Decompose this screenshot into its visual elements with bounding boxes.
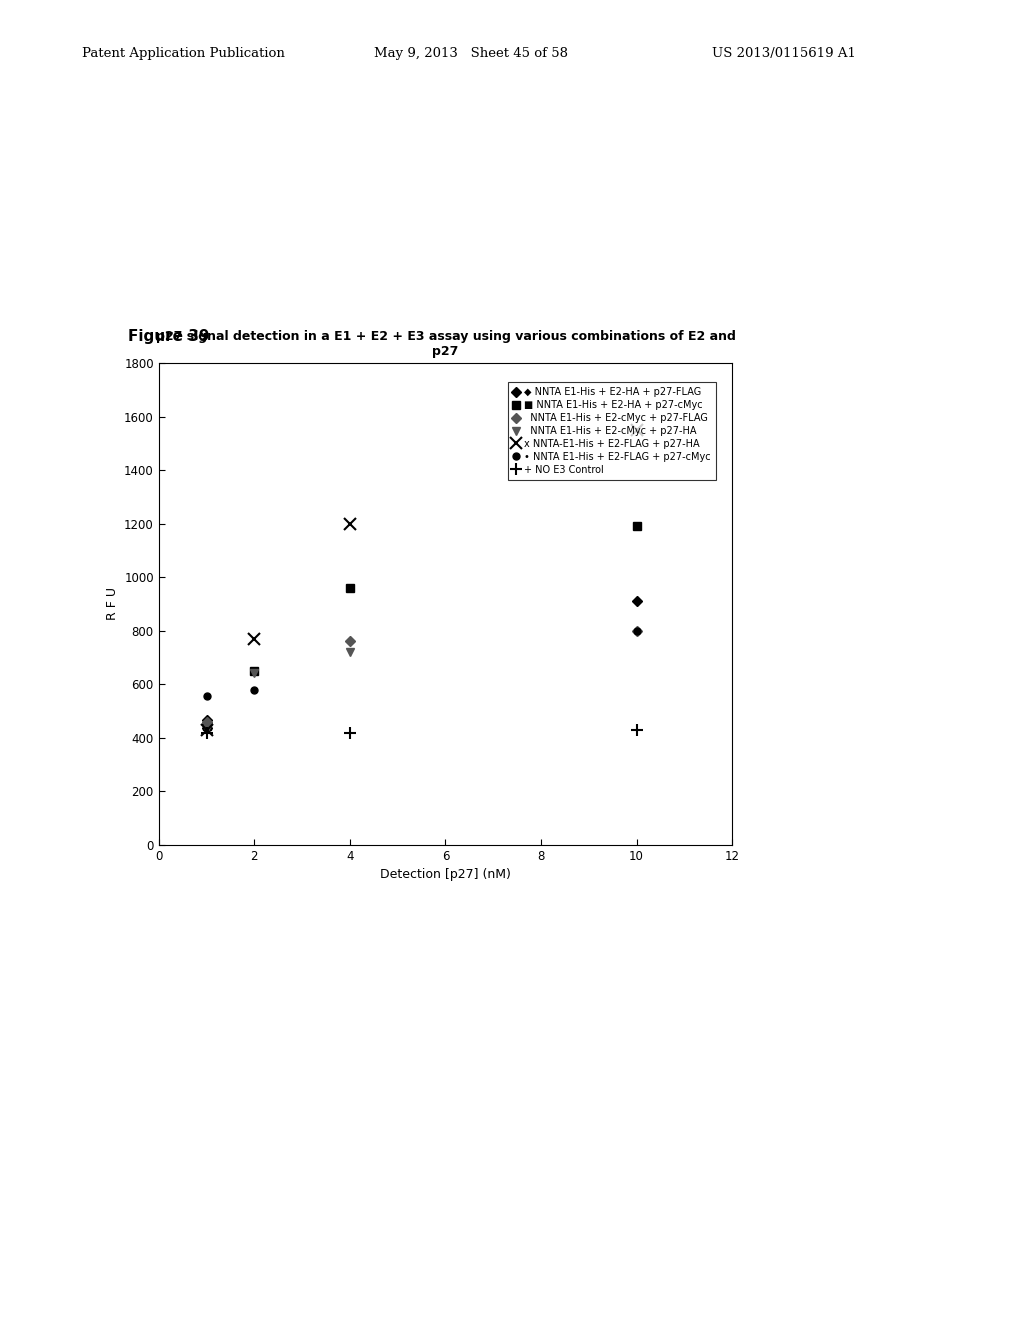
- Legend: ◆ NNTA E1-His + E2-HA + p27-FLAG, ■ NNTA E1-His + E2-HA + p27-cMyc,   NNTA E1-Hi: ◆ NNTA E1-His + E2-HA + p27-FLAG, ■ NNTA…: [508, 383, 716, 479]
- Text: Figure 39: Figure 39: [128, 329, 210, 343]
- Text: May 9, 2013   Sheet 45 of 58: May 9, 2013 Sheet 45 of 58: [374, 46, 567, 59]
- Text: US 2013/0115619 A1: US 2013/0115619 A1: [712, 46, 856, 59]
- Title: p27 signal detection in a E1 + E2 + E3 assay using various combinations of E2 an: p27 signal detection in a E1 + E2 + E3 a…: [156, 330, 735, 358]
- Y-axis label: R F U: R F U: [105, 587, 119, 620]
- X-axis label: Detection [p27] (nM): Detection [p27] (nM): [380, 869, 511, 882]
- Text: Patent Application Publication: Patent Application Publication: [82, 46, 285, 59]
